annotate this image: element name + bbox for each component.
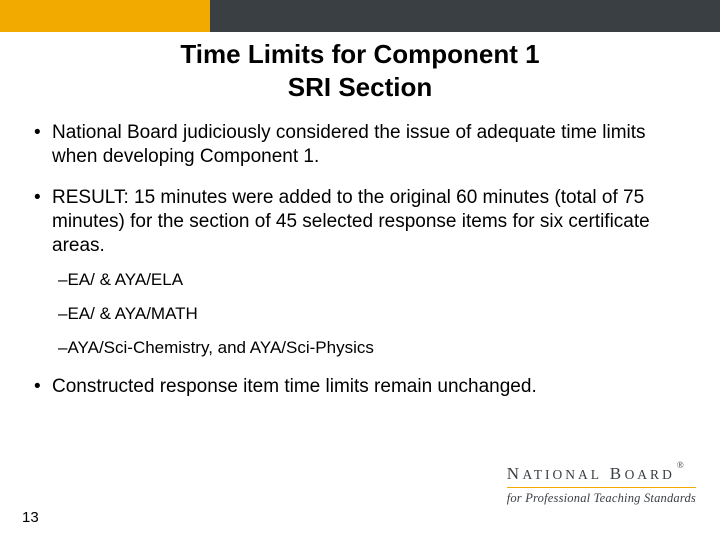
sub-bullet-item: –EA/ & AYA/MATH [52, 303, 690, 325]
header-bar [0, 0, 720, 32]
logo-main-text: NATIONAL BOARD® [507, 464, 696, 484]
title-line-2: SRI Section [0, 71, 720, 104]
title-line-1: Time Limits for Component 1 [0, 38, 720, 71]
logo-divider [507, 487, 696, 488]
slide-title: Time Limits for Component 1 SRI Section [0, 38, 720, 103]
bullet-item: RESULT: 15 minutes were added to the ori… [30, 186, 690, 359]
sub-bullet-item: –AYA/Sci-Chemistry, and AYA/Sci-Physics [52, 337, 690, 359]
bullet-text: RESULT: 15 minutes were added to the ori… [52, 187, 650, 257]
page-number: 13 [22, 509, 39, 526]
sub-bullet-item: –EA/ & AYA/ELA [52, 269, 690, 291]
logo-space [602, 464, 610, 483]
content-area: National Board judiciously considered th… [0, 121, 720, 399]
national-board-logo: NATIONAL BOARD® for Professional Teachin… [507, 464, 696, 506]
sub-bullet-list: –EA/ & AYA/ELA –EA/ & AYA/MATH –AYA/Sci-… [52, 269, 690, 359]
registered-icon: ® [677, 460, 684, 470]
bullet-item: Constructed response item time limits re… [30, 375, 690, 399]
logo-smallcaps: OARD [625, 467, 675, 482]
logo-smallcaps: ATIONAL [522, 467, 602, 482]
header-dark-block [210, 0, 720, 32]
logo-letter: N [507, 464, 523, 483]
logo-subtitle: for Professional Teaching Standards [507, 491, 696, 506]
logo-letter: B [610, 464, 625, 483]
bullet-text: Constructed response item time limits re… [52, 376, 537, 397]
bullet-item: National Board judiciously considered th… [30, 121, 690, 170]
main-bullet-list: National Board judiciously considered th… [30, 121, 690, 399]
bullet-text: National Board judiciously considered th… [52, 122, 646, 167]
header-gold-block [0, 0, 210, 32]
